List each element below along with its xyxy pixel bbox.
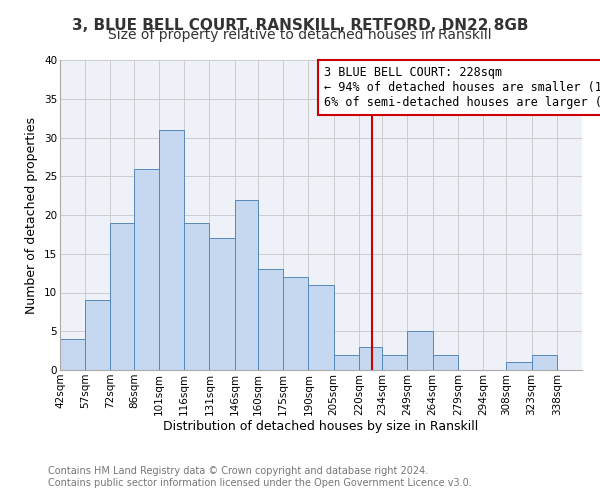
- Bar: [433, 354, 458, 370]
- Bar: [359, 347, 382, 370]
- Bar: [134, 168, 159, 370]
- Bar: [308, 285, 334, 370]
- Bar: [110, 223, 134, 370]
- Bar: [407, 331, 433, 370]
- Bar: [283, 277, 308, 370]
- Bar: [258, 269, 283, 370]
- Text: 3 BLUE BELL COURT: 228sqm
← 94% of detached houses are smaller (187)
6% of semi-: 3 BLUE BELL COURT: 228sqm ← 94% of detac…: [323, 66, 600, 109]
- Bar: [334, 354, 359, 370]
- Bar: [532, 354, 557, 370]
- Bar: [184, 223, 209, 370]
- Bar: [235, 200, 258, 370]
- Text: 3, BLUE BELL COURT, RANSKILL, RETFORD, DN22 8GB: 3, BLUE BELL COURT, RANSKILL, RETFORD, D…: [72, 18, 528, 32]
- Y-axis label: Number of detached properties: Number of detached properties: [25, 116, 38, 314]
- Bar: [159, 130, 184, 370]
- Bar: [209, 238, 235, 370]
- Bar: [85, 300, 110, 370]
- X-axis label: Distribution of detached houses by size in Ranskill: Distribution of detached houses by size …: [163, 420, 479, 434]
- Bar: [506, 362, 532, 370]
- Text: Contains HM Land Registry data © Crown copyright and database right 2024.
Contai: Contains HM Land Registry data © Crown c…: [48, 466, 472, 487]
- Bar: [382, 354, 407, 370]
- Text: Size of property relative to detached houses in Ranskill: Size of property relative to detached ho…: [108, 28, 492, 42]
- Bar: [60, 339, 85, 370]
